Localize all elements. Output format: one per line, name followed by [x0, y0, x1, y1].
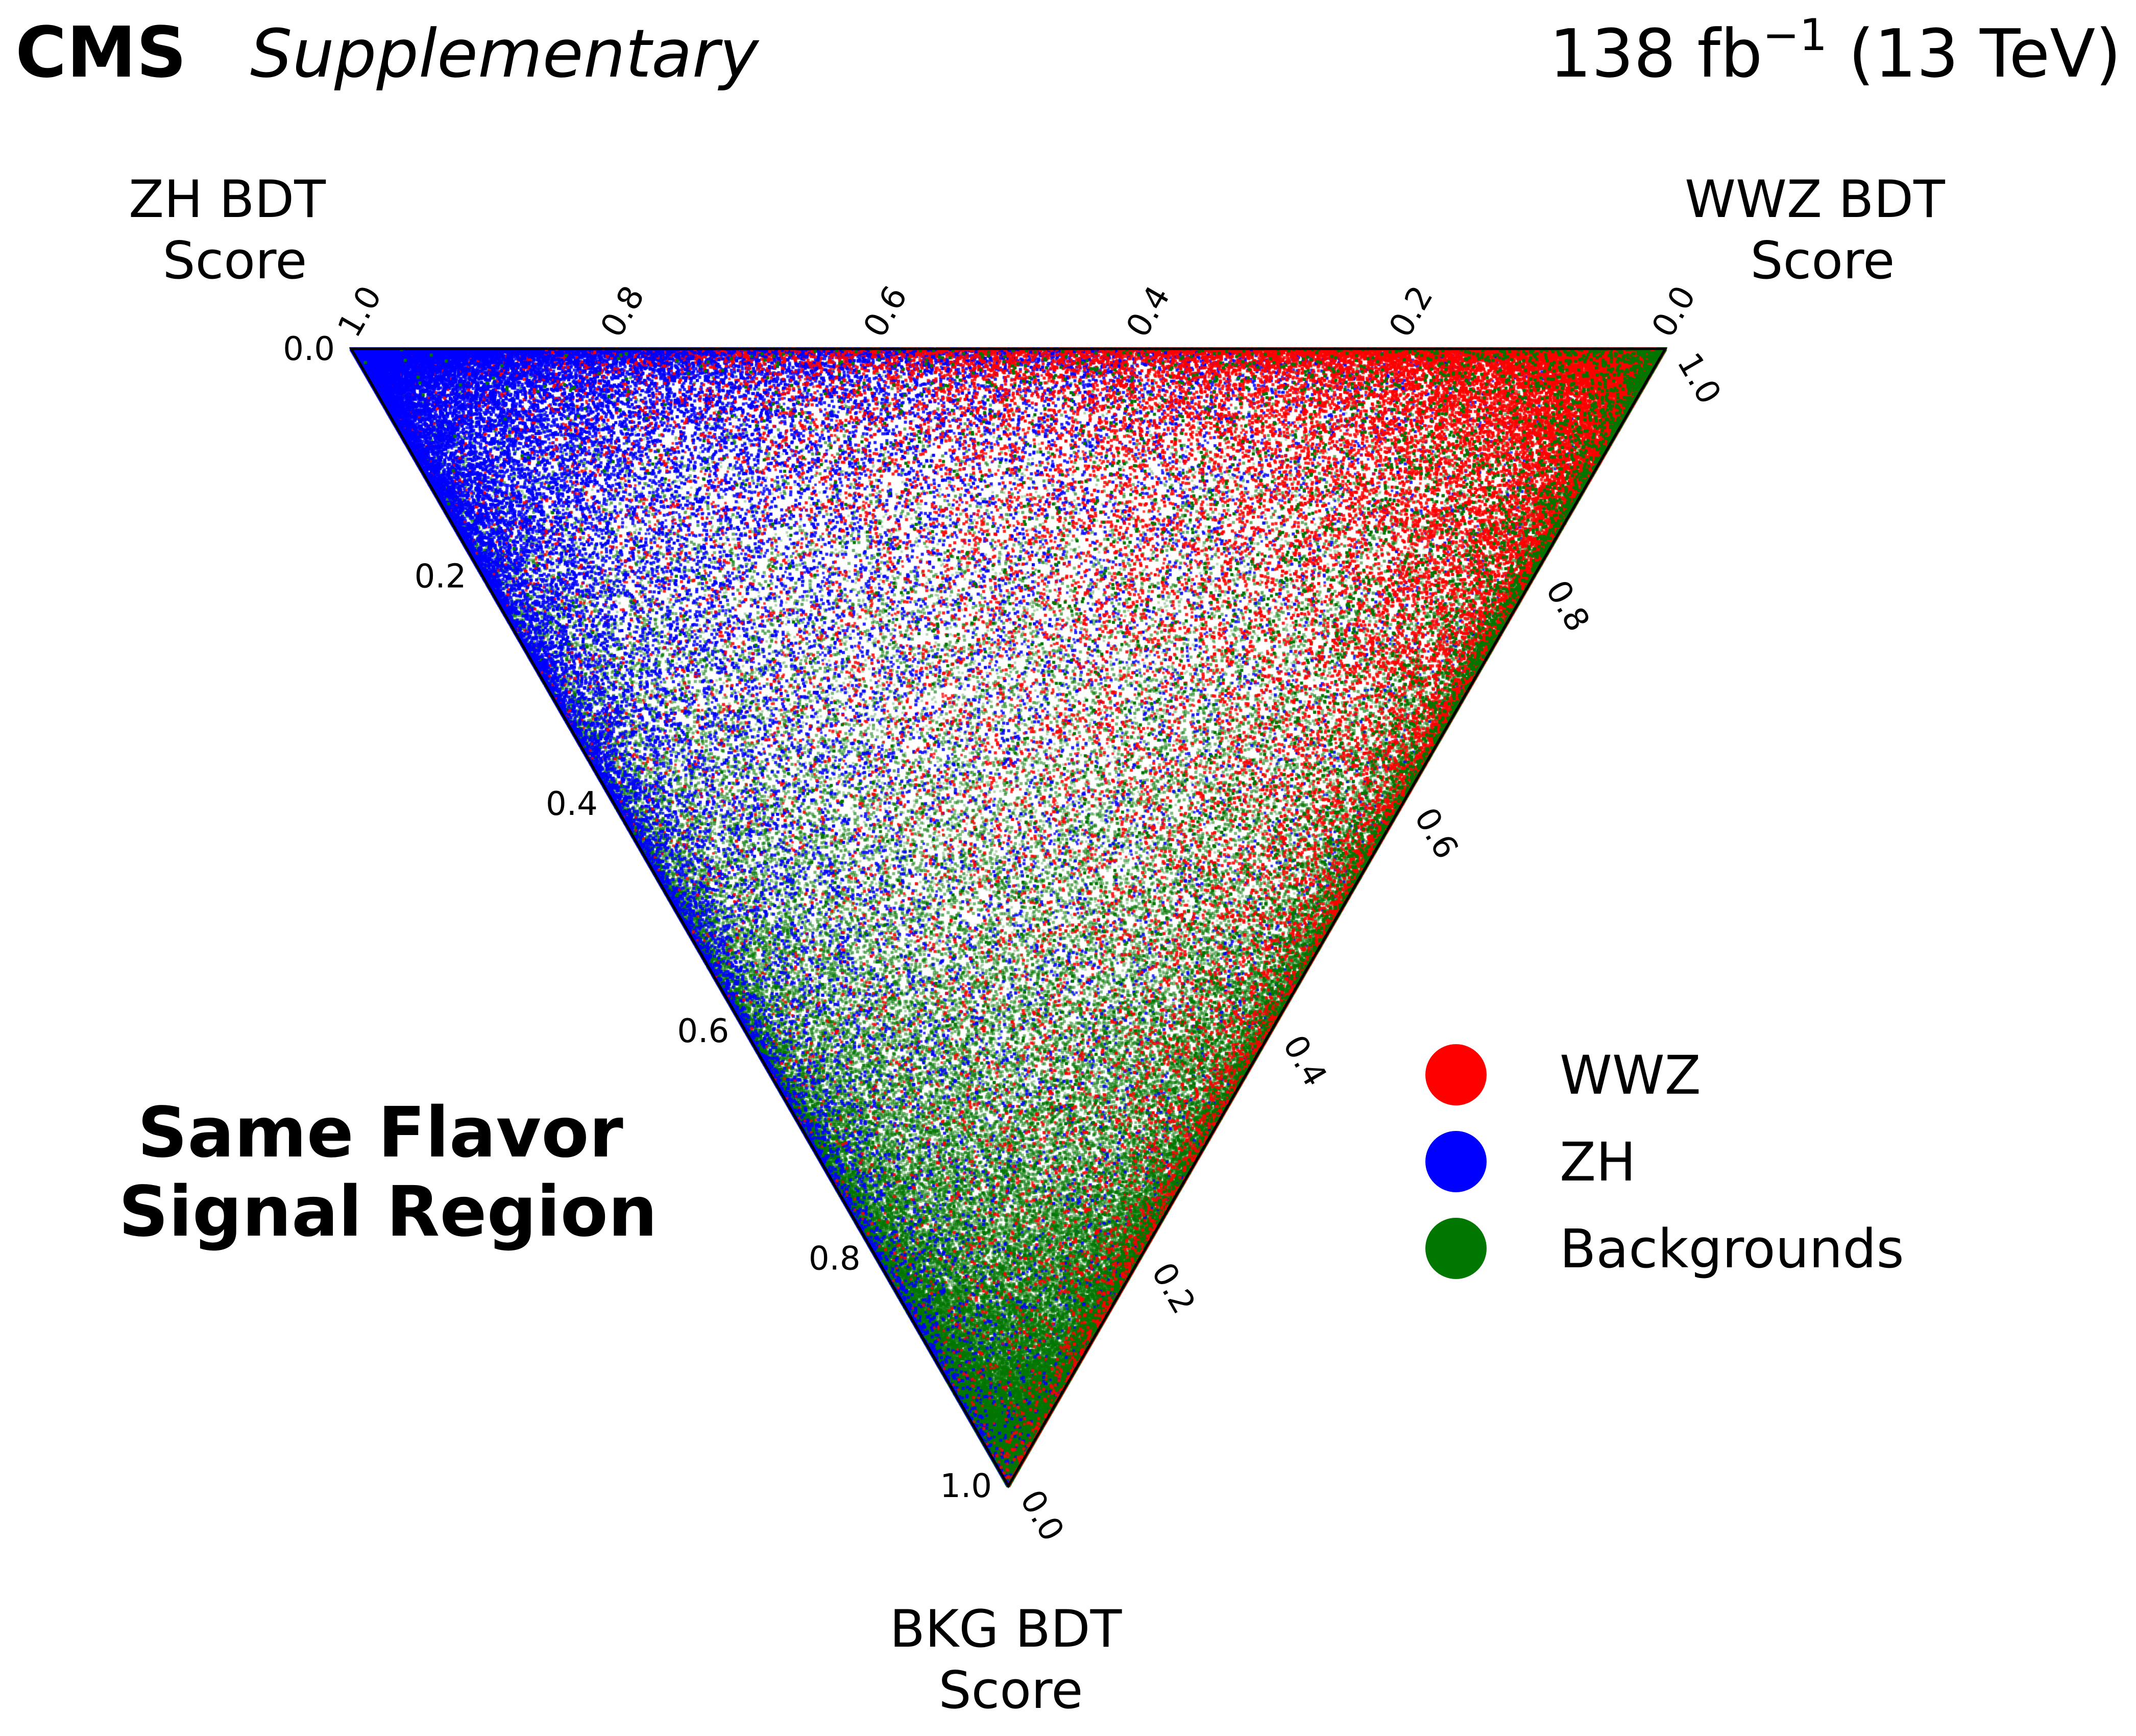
legend-label-wwz: WWZ — [1560, 1044, 1701, 1106]
zh-axis-title-line1: ZH BDT — [129, 169, 326, 229]
zh-tick-label: 0.4 — [546, 785, 598, 823]
bkg-tick-label: 0.2 — [1144, 1257, 1203, 1320]
wwz-axis-title-line1: WWZ BDT — [1685, 169, 1945, 229]
wwz-tick-label: 0.6 — [856, 280, 915, 344]
bkg-axis-title-line2: Score — [939, 1660, 1083, 1720]
wwz-tick-label: 0.0 — [1645, 280, 1704, 344]
zh-tick-label: 0.6 — [677, 1012, 729, 1050]
zh-axis-title-line2: Score — [163, 230, 307, 291]
zh-tick-label: 1.0 — [940, 1467, 992, 1505]
wwz-axis-ticks: 0.0 0.2 0.4 0.6 0.8 1.0 — [331, 280, 1704, 344]
wwz-tick-label: 0.2 — [1382, 280, 1441, 344]
bkg-tick-label: 0.0 — [1012, 1484, 1071, 1548]
legend: WWZ ZH Backgrounds — [1425, 1044, 1904, 1280]
legend-label-zh: ZH — [1560, 1131, 1636, 1193]
supplementary-label: Supplementary — [250, 15, 760, 92]
wwz-tick-label: 1.0 — [331, 280, 390, 344]
zh-tick-label: 0.8 — [809, 1240, 861, 1278]
bkg-tick-label: 1.0 — [1669, 347, 1728, 411]
region-label-line2: Signal Region — [118, 1172, 658, 1252]
zh-axis-ticks: 0.0 0.2 0.4 0.6 0.8 1.0 — [283, 330, 992, 1505]
legend-marker-zh — [1425, 1131, 1487, 1192]
wwz-axis-title-line2: Score — [1751, 230, 1895, 291]
wwz-tick-label: 0.4 — [1119, 280, 1178, 344]
luminosity-exponent: −1 — [1762, 10, 1827, 61]
region-label-line1: Same Flavor — [137, 1093, 623, 1173]
bkg-tick-label: 0.8 — [1538, 574, 1597, 638]
legend-label-backgrounds: Backgrounds — [1560, 1218, 1904, 1280]
luminosity-label: 138 fb−1 (13 TeV) — [1549, 10, 2121, 92]
ternary-frame — [349, 347, 1668, 1488]
zh-tick-label: 0.2 — [415, 558, 467, 595]
legend-marker-backgrounds — [1425, 1218, 1487, 1279]
bkg-axis-title-line1: BKG BDT — [890, 1599, 1122, 1659]
bkg-axis-ticks: 0.0 0.2 0.4 0.6 0.8 1.0 — [1012, 347, 1728, 1548]
luminosity-value: 138 fb — [1549, 15, 1763, 92]
energy-label: (13 TeV) — [1827, 15, 2121, 92]
wwz-tick-label: 0.8 — [594, 280, 652, 344]
zh-tick-label: 0.0 — [283, 330, 335, 368]
bkg-tick-label: 0.6 — [1406, 802, 1465, 865]
bkg-tick-label: 0.4 — [1275, 1029, 1334, 1093]
legend-marker-wwz — [1425, 1044, 1487, 1105]
experiment-label: CMS — [15, 12, 187, 93]
